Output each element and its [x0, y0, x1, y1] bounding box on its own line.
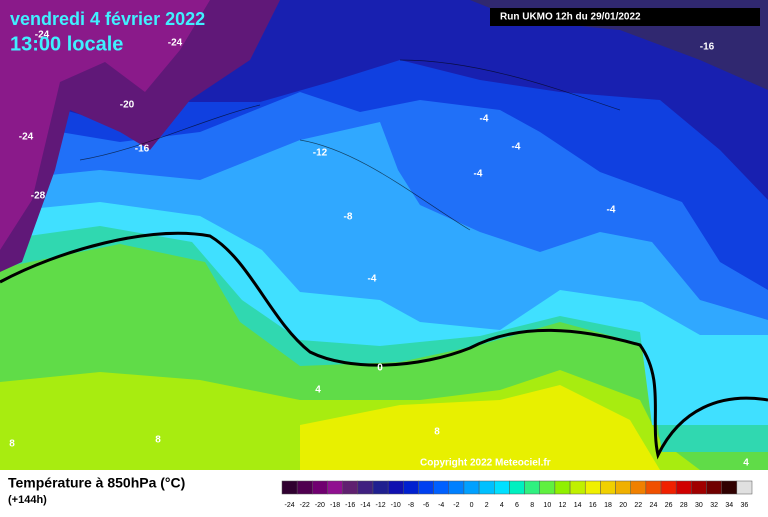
contour-label: -28 [31, 191, 46, 202]
zone [0, 0, 210, 250]
colorbar-swatch [509, 480, 525, 495]
colorbar-swatch [600, 480, 616, 495]
colorbar-swatch [357, 480, 374, 495]
colorbar-label: 12 [559, 502, 567, 509]
colorbar-swatch [433, 480, 450, 495]
map: -24 -24 -24 -20 -16 -28 -12 -8 -4 -4 -4 -4 -4 0 4 8 8 8 -1… [0, 0, 768, 470]
coastline [79, 59, 621, 231]
contour-label: -4 [480, 114, 489, 125]
colorbar-swatch [524, 480, 540, 495]
colorbar-label: -22 [300, 502, 310, 509]
colorbar-swatch [296, 480, 313, 495]
contour-label: -20 [120, 100, 135, 111]
colorbar-swatch [630, 480, 647, 495]
colorbar-label: -8 [408, 502, 414, 509]
colorbar-swatch [721, 480, 738, 495]
contour-labels: -24 -24 -24 -20 -16 -28 -12 -8 -4 -4 -4 -4 -4 0 4 8 8 8 -1… [9, 30, 749, 469]
colorbar-swatch [691, 480, 707, 495]
colorbar: -24 -22 -20 -18 -16 -14 -12 -10 -8 -6 -4 -2 0 2 4 6 8 10 1… [281, 480, 753, 509]
run: Run UKMO 12h du 29/01/2022 [500, 12, 641, 23]
colorbar-swatch [675, 480, 692, 495]
colorbar-label: -18 [330, 502, 340, 509]
colorbar-label: 36 [741, 502, 749, 509]
contour-label: -16 [700, 42, 715, 53]
contour-label: -4 [474, 169, 483, 180]
colorbar-swatch [281, 480, 298, 495]
subtitle: 13:00 locale [10, 33, 123, 55]
colorbar-label: 20 [619, 502, 627, 509]
colorbar-swatch [615, 480, 631, 495]
contour-label: -4 [368, 274, 377, 285]
colorbar-label: 28 [680, 502, 688, 509]
colorbar-swatch [387, 480, 404, 495]
contour-label: 4 [743, 458, 749, 469]
title: vendredi 4 février 2022 [10, 9, 205, 29]
colorbar-label: 26 [665, 502, 673, 509]
colorbar-swatch [569, 480, 586, 495]
colorbar-swatch [554, 480, 571, 495]
colorbar-swatch [327, 480, 343, 495]
colorbar-label: 22 [634, 502, 642, 509]
legend-title: Température à 850hPa (°C) [8, 475, 185, 491]
run-box [490, 8, 760, 26]
colorbar-label: 16 [589, 502, 597, 509]
colorbar-label: 10 [543, 502, 551, 509]
colorbar-label: -24 [285, 502, 295, 509]
colorbar-label: 34 [725, 502, 733, 509]
contour-label: 4 [315, 385, 321, 396]
contour-label: 8 [155, 435, 161, 446]
contour-label: -4 [512, 142, 521, 153]
colorbar-label: -12 [375, 502, 385, 509]
colorbar-swatch [736, 480, 753, 495]
contour-label: -24 [35, 30, 50, 41]
colorbar-label: 14 [574, 502, 582, 509]
contour-label: 8 [434, 427, 440, 438]
colorbar-swatch [372, 480, 389, 495]
zone [300, 385, 660, 470]
contour-label: -12 [313, 148, 328, 159]
colorbar-label: 0 [470, 502, 474, 509]
colorbar-swatch [448, 480, 465, 495]
colorbar-swatch [539, 480, 556, 495]
colorbar-swatch [312, 480, 328, 495]
contour-label: 0 [377, 363, 383, 374]
colorbar-swatch [418, 480, 434, 495]
contour-label: -8 [344, 212, 353, 223]
colorbar-label: 8 [530, 502, 534, 509]
colorbar-label: 6 [515, 502, 519, 509]
colorbar-swatch [645, 480, 662, 495]
colorbar-swatch [403, 480, 419, 495]
contour-label: -24 [19, 132, 34, 143]
colorbar-swatch [584, 480, 601, 495]
colorbar-swatch [478, 480, 495, 495]
contour-label: 8 [9, 439, 15, 450]
colorbar-label: 18 [604, 502, 612, 509]
colorbar-label: 4 [500, 502, 504, 509]
colorbar-label: -2 [453, 502, 459, 509]
colorbar-swatch [660, 480, 677, 495]
colorbar-swatch [342, 480, 359, 495]
colorbar-label: -16 [345, 502, 355, 509]
colorbar-label: -20 [315, 502, 325, 509]
lead-time: (+144h) [8, 494, 47, 506]
contour-label: -24 [168, 38, 183, 49]
colorbar-swatch [463, 480, 480, 495]
colorbar-label: 24 [650, 502, 658, 509]
colorbar-label: -10 [391, 502, 401, 509]
colorbar-label: 30 [695, 502, 703, 509]
contour-label: -16 [135, 144, 150, 155]
colorbar-label: 2 [485, 502, 489, 509]
contour-label: -4 [607, 205, 616, 216]
colorbar-swatch [706, 480, 722, 495]
colorbar-label: -6 [423, 502, 429, 509]
colorbar-swatch [494, 480, 510, 495]
colorbar-label: -4 [438, 502, 444, 509]
copyright: Copyright 2022 Meteociel.fr [420, 458, 551, 469]
colorbar-label: 32 [710, 502, 718, 509]
colorbar-label: -14 [360, 502, 370, 509]
zero-isotherm [0, 231, 768, 460]
